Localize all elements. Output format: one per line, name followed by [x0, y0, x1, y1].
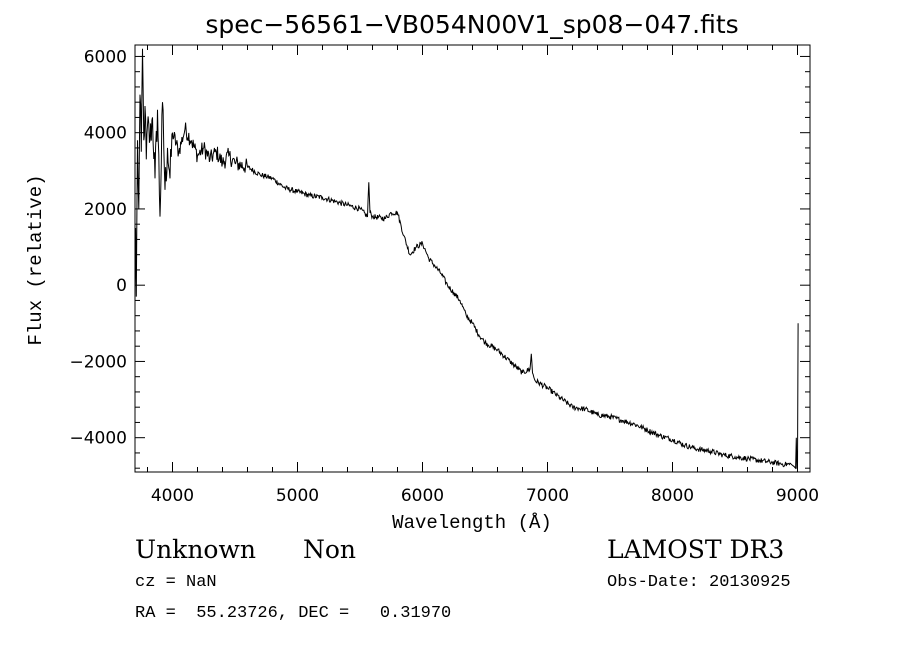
tick-labels: 4000 5000 6000 7000 8000 9000 −4000 −2000 0 2000 4…	[69, 47, 819, 506]
x-tick-label: 4000	[151, 486, 194, 506]
y-axis-label: Flux (relative)	[25, 174, 47, 345]
y-tick-label: 4000	[84, 124, 127, 144]
redshift-value: cz = NaN	[135, 573, 217, 592]
x-tick-label: 5000	[276, 486, 319, 506]
object-class: Unknown	[135, 535, 256, 564]
coordinates: RA = 55.23726, DEC = 0.31970	[135, 604, 452, 623]
axis-ticks	[135, 45, 810, 472]
x-tick-label: 7000	[526, 486, 569, 506]
survey-name: LAMOST DR3	[607, 535, 785, 564]
flux-series-line	[134, 48, 799, 470]
y-tick-label: 6000	[84, 47, 127, 67]
plot-frame	[134, 44, 811, 473]
x-tick-label: 9000	[776, 486, 819, 506]
y-tick-label: −4000	[69, 429, 127, 449]
x-axis-label: Wavelength (Å)	[392, 512, 552, 534]
y-tick-label: −2000	[69, 352, 127, 372]
y-tick-label: 2000	[84, 200, 127, 220]
chart-title: spec−56561−VB054N00V1_sp08−047.fits	[205, 10, 738, 39]
x-tick-label: 6000	[401, 486, 444, 506]
observation-date: Obs-Date: 20130925	[607, 573, 791, 592]
y-tick-label: 0	[116, 276, 127, 296]
x-tick-label: 8000	[651, 486, 694, 506]
object-subclass: Non	[303, 535, 357, 564]
